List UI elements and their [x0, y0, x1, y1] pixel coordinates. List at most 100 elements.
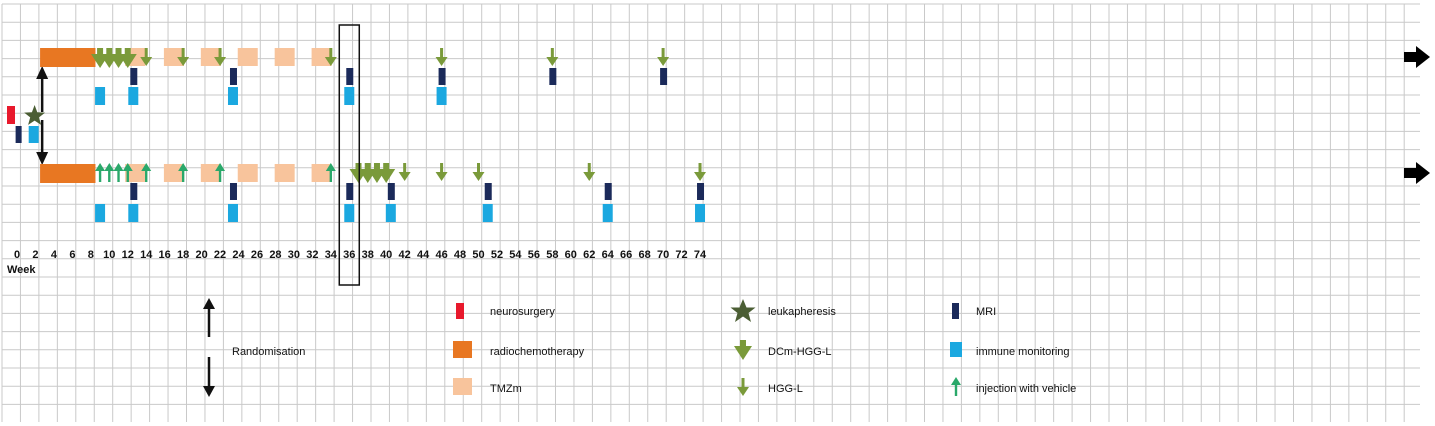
legend-immune: immune monitoring: [950, 342, 1070, 358]
leukapheresis-star-icon: [24, 105, 46, 125]
arrow-shaft: [145, 170, 148, 182]
arrow-shaft: [364, 163, 371, 173]
radiochemotherapy-swatch: [453, 341, 472, 358]
dc-arrow-icon: [734, 340, 752, 360]
arrow-shaft: [98, 170, 102, 182]
continuation-arrow-icon: [1404, 46, 1430, 68]
arrow-shaft: [440, 48, 444, 59]
arrow-shaft: [477, 163, 480, 174]
immune-monitoring-bar: [344, 87, 355, 105]
arrow-shaft: [218, 48, 222, 59]
tmz-block: [237, 48, 258, 66]
hgg-arrow-icon: [583, 163, 596, 181]
neurosurgery-bar: [7, 106, 15, 124]
week-tick-label: 24: [232, 249, 245, 261]
week-tick-label: 16: [159, 249, 171, 261]
baseline-mri-bar: [15, 126, 22, 143]
arrow-head: [377, 169, 396, 183]
background-grid: [1, 3, 1420, 422]
tmz-swatch: [453, 378, 472, 395]
arrow-shaft: [954, 384, 958, 396]
week-tick-label: 42: [399, 249, 411, 261]
week-tick-label: 20: [195, 249, 207, 261]
arrow-head: [1416, 162, 1430, 184]
week-tick-label: 28: [269, 249, 281, 261]
week-tick-label: 74: [694, 249, 707, 261]
legend-randomisation-label: Randomisation: [232, 346, 305, 358]
continuation-arrow-icon: [1404, 162, 1430, 184]
week-tick-label: 36: [343, 249, 355, 261]
legend-radiochemotherapy-label: radiochemotherapy: [490, 346, 585, 358]
vehicle-arrow-icon: [215, 163, 226, 182]
legend-neurosurgery-label: neurosurgery: [490, 306, 555, 318]
arrow-head: [177, 57, 190, 66]
week-tick-label: 26: [251, 249, 263, 261]
mri-bar: [346, 68, 354, 85]
arrow-shaft: [698, 163, 702, 174]
week-tick-label: 58: [546, 249, 558, 261]
week-tick-label: 18: [177, 249, 189, 261]
immune-monitoring-bar: [385, 204, 396, 222]
tmz-block: [200, 48, 221, 66]
week-tick-label: 60: [565, 249, 577, 261]
dc-hgg-arrow-icon: [377, 163, 396, 183]
mri-bar: [660, 68, 668, 85]
arrow-shaft: [106, 48, 113, 58]
arrow-head: [583, 172, 596, 181]
immune-monitoring-bar: [227, 87, 238, 105]
arrow-shaft: [1404, 52, 1418, 62]
hgg-arrow-icon: [398, 163, 411, 181]
immune-monitoring-bar: [95, 87, 106, 105]
tmz-block: [274, 48, 295, 66]
hgg-arrow-icon: [472, 163, 485, 181]
arrow-head: [472, 172, 485, 181]
legend-dc-hgg-label: DCm-HGG-L: [768, 346, 832, 358]
mri-bar: [438, 68, 446, 85]
arrow-shaft: [108, 170, 111, 182]
arrow-shaft: [403, 163, 407, 174]
arrow-shaft: [373, 163, 380, 173]
arrow-head: [951, 377, 961, 385]
arrow-head: [435, 57, 448, 66]
vehicle-arrow-glyph: [951, 377, 961, 396]
vehicle-arrow-icon: [104, 163, 115, 182]
week-tick-label: 72: [675, 249, 687, 261]
week-tick-label: 4: [51, 249, 58, 261]
week-tick-label: 64: [602, 249, 615, 261]
arrow-head: [737, 387, 749, 396]
vehicle-arrow-icon: [113, 163, 124, 182]
tmz-block: [311, 164, 332, 182]
vehicle-arrow-icon: [141, 163, 152, 182]
week-tick-label: 2: [32, 249, 38, 261]
arrow-head: [140, 57, 153, 66]
week-tick-label: 14: [140, 249, 153, 261]
mri-bar: [387, 183, 395, 200]
immune-monitoring-bar: [602, 204, 613, 222]
legend-tmz: TMZm: [453, 378, 522, 395]
arrow-shaft: [126, 170, 129, 182]
legend-tmz-label: TMZm: [490, 383, 522, 395]
week-tick-label: 56: [528, 249, 540, 261]
tmz-block: [274, 164, 295, 182]
randomisation-down-arrow-icon: [36, 152, 49, 165]
arrow-head: [113, 163, 124, 171]
arrow-shaft: [550, 48, 554, 59]
arrow-shaft: [97, 48, 104, 58]
hgg-arrow-icon: [435, 48, 448, 66]
immune-monitoring-bar: [227, 204, 238, 222]
legend-mri-label: MRI: [976, 306, 996, 318]
hgg-arrow-icon: [737, 378, 749, 396]
arrow-shaft: [124, 48, 131, 58]
legend-hgg: HGG-L: [737, 378, 803, 396]
arrow-head: [95, 163, 106, 171]
arrow-head: [657, 57, 670, 66]
week-tick-label: 22: [214, 249, 226, 261]
immune-monitoring-bar: [95, 204, 106, 222]
immune-monitoring-bar: [128, 204, 139, 222]
week-tick-label: 6: [69, 249, 75, 261]
arrow-shaft: [440, 163, 444, 174]
arrow-head: [325, 163, 336, 171]
immune-monitoring-bar: [128, 87, 139, 105]
immune-monitoring-bar: [344, 204, 355, 222]
arrow-shaft: [587, 163, 591, 174]
